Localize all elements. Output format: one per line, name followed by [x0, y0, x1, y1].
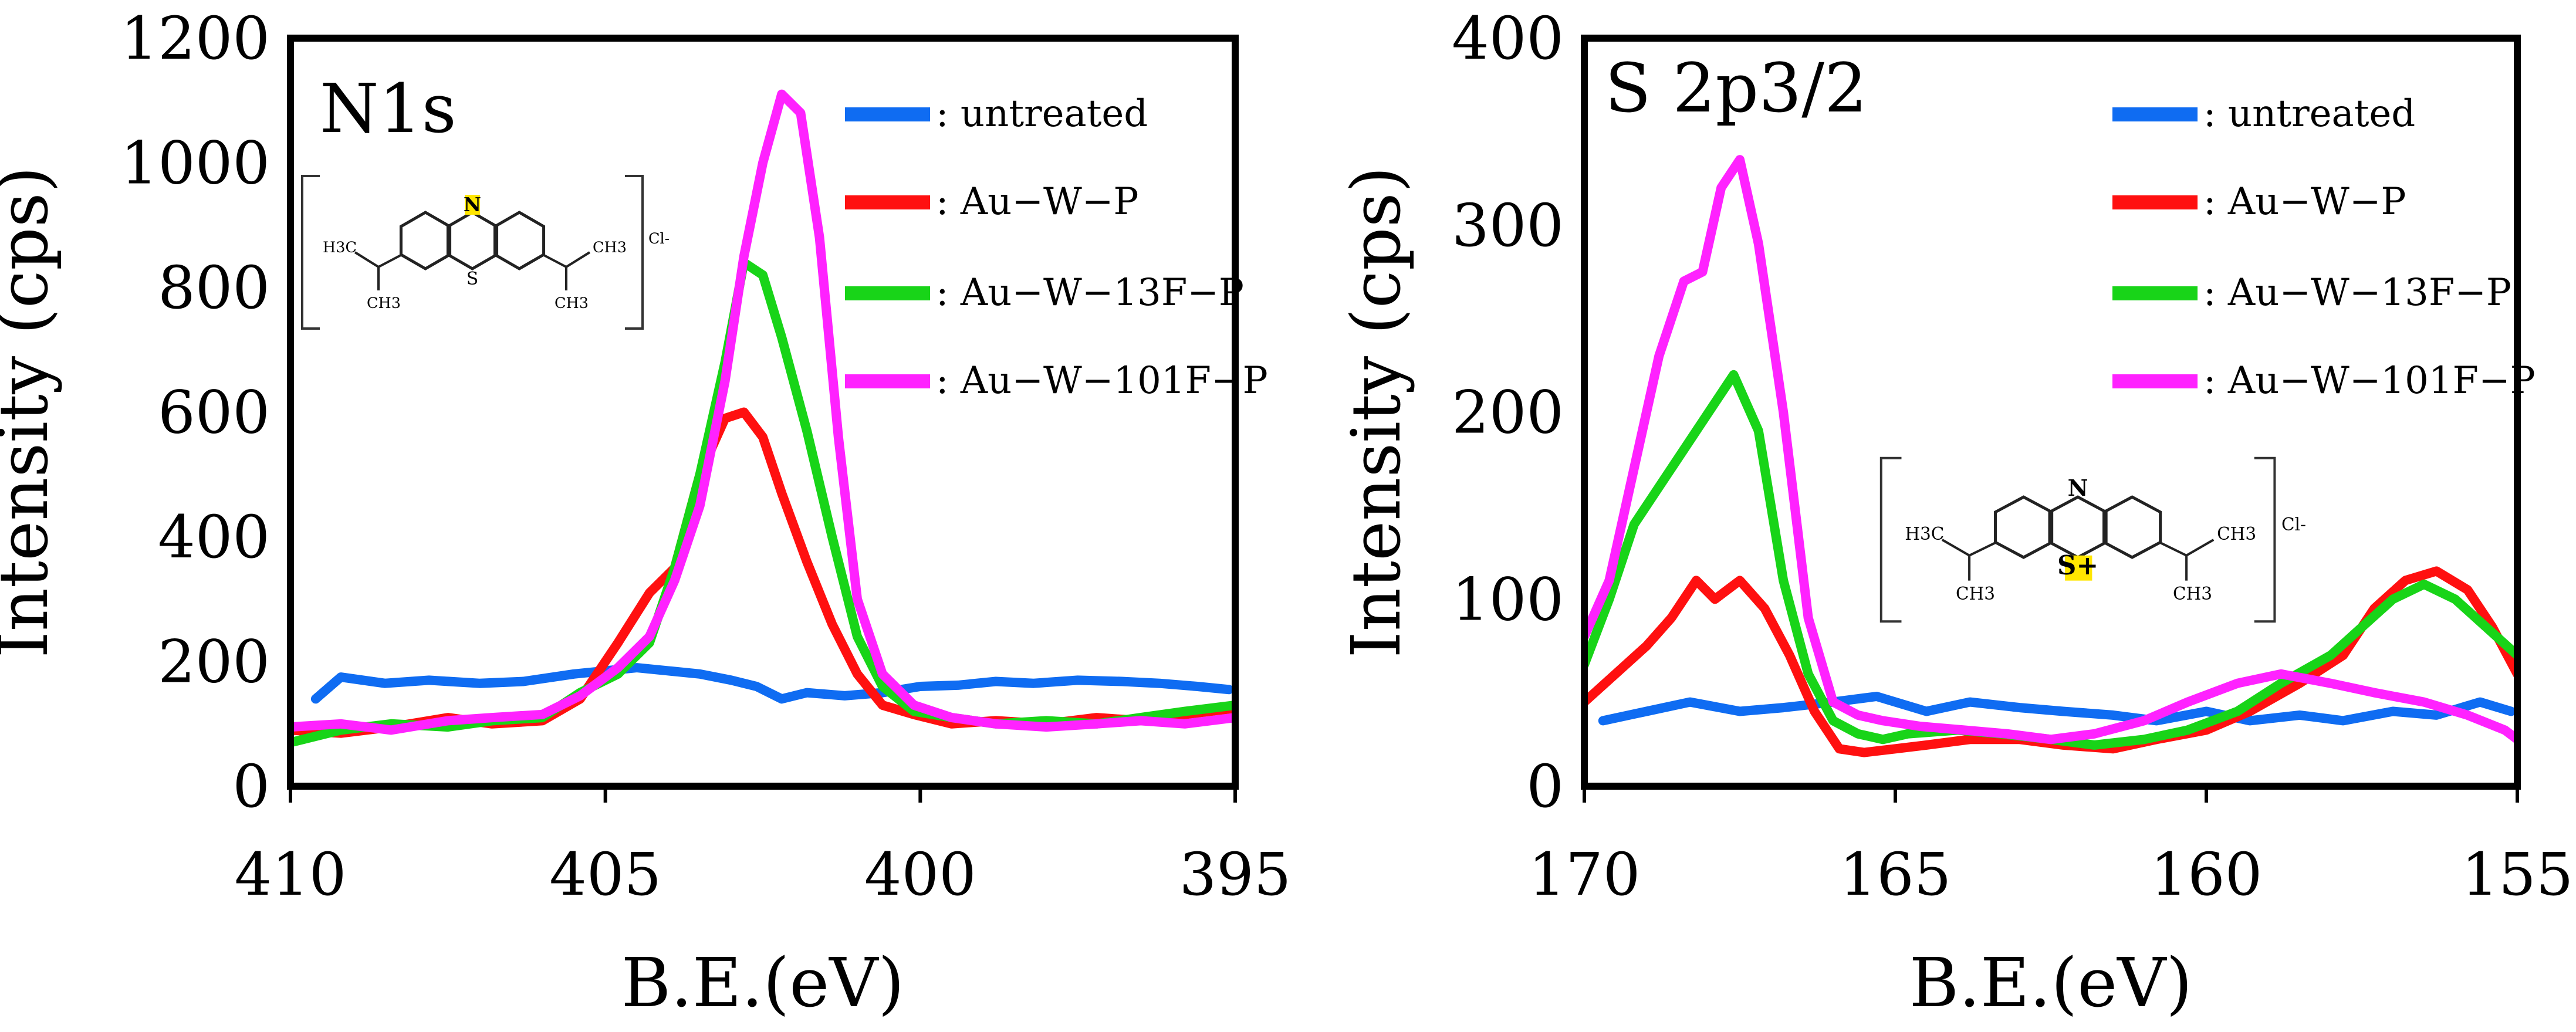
- y-tick-label: 300: [1452, 191, 1564, 260]
- molecule-atom-s: S+: [2057, 550, 2098, 581]
- molecule-counter-ion: Cl-: [2281, 515, 2306, 534]
- legend-label-3: : Au−W−13F−P: [936, 271, 1244, 314]
- x-axis-title: B.E.(eV): [1909, 944, 2192, 1023]
- series-line-4: [290, 89, 1235, 735]
- series-line-1: [1598, 692, 2516, 726]
- molecule-bond-right: [2160, 539, 2215, 581]
- molecule-benzene-ring-right: [493, 211, 546, 270]
- y-tick-label: 0: [232, 752, 270, 821]
- molecule-atom-ch3-left: CH3: [1956, 584, 1995, 604]
- molecule-atom-ch3-bottom: CH3: [2173, 584, 2212, 604]
- molecule-atom-ch3-bottom: CH3: [555, 295, 589, 312]
- x-tick-label: 410: [235, 840, 347, 909]
- legend-label-2: : Au−W−P: [2203, 180, 2406, 224]
- y-tick-label: 200: [1452, 378, 1564, 447]
- legend-label-3: : Au−W−13F−P: [2203, 271, 2511, 314]
- y-tick-label: 400: [1452, 4, 1564, 73]
- legend-label-2: : Au−W−P: [936, 180, 1138, 224]
- molecule-atom-s: S: [466, 269, 479, 289]
- molecule-atom-n: N: [2068, 475, 2088, 501]
- y-tick-label: 800: [158, 253, 270, 322]
- legend-label-1: : untreated: [2203, 92, 2415, 136]
- x-tick-label: 170: [1529, 840, 1641, 909]
- molecule-highlight-n: [465, 195, 480, 215]
- x-axis-title: B.E.(eV): [621, 944, 904, 1023]
- chart-panel-2: 170 165 160 155 0 100 200 300 400 B.E.(eV) Intensi…: [1337, 4, 2573, 1023]
- plot-frame: [287, 35, 1239, 790]
- legend-label-4: : Au−W−101F−P: [2203, 359, 2536, 402]
- molecule-bracket-left: [1879, 456, 1902, 623]
- molecule-bracket-left: [301, 175, 320, 330]
- molecule-bracket-right: [625, 175, 644, 330]
- chart-title: S 2p3/2: [1605, 49, 1867, 128]
- molecule-atom-ch3-right: CH3: [593, 239, 627, 256]
- molecule-benzene-ring-right: [2102, 495, 2162, 559]
- x-tick-label: 155: [2462, 840, 2574, 909]
- molecule-benzene-ring-left: [1994, 495, 2054, 559]
- legend-label-4: : Au−W−101F−P: [936, 359, 1268, 402]
- legend-label-1: : untreated: [936, 92, 1148, 136]
- y-tick-label: 600: [158, 378, 270, 447]
- y-tick-label: 400: [158, 503, 270, 571]
- molecule-atom-n: N: [464, 193, 481, 216]
- y-axis-title: Intensity (cps): [1337, 166, 1416, 658]
- series-line-2: [1584, 566, 2517, 757]
- x-tick-label: 395: [1179, 840, 1292, 909]
- y-axis-title: Intensity (cps): [0, 166, 63, 658]
- molecule-atom-ch3-left: CH3: [367, 295, 401, 312]
- molecule-atom-h3c: H3C: [1905, 524, 1944, 544]
- x-tick-label: 160: [2151, 840, 2263, 909]
- molecule-bracket-right: [2254, 456, 2276, 623]
- molecule-central-ring: [446, 211, 499, 270]
- y-tick-label: 0: [1526, 752, 1564, 821]
- chart-panel-1: 410 405 400 395 0 200 400 600 800 1000 1200 B.E.(eV…: [0, 4, 1291, 1023]
- x-tick-label: 400: [864, 840, 976, 909]
- x-tick-label: 405: [549, 840, 661, 909]
- molecule-atom-h3c: H3C: [323, 239, 357, 256]
- y-tick-label: 100: [1452, 565, 1564, 634]
- molecule-counter-ion: Cl-: [648, 230, 670, 248]
- molecule-highlight-s: [2065, 555, 2092, 581]
- molecule-inset: N S+ H3C CH3 CH3 CH3 Cl-: [1879, 456, 2306, 623]
- molecule-central-ring: [2048, 495, 2108, 559]
- chart-title: N1s: [320, 70, 457, 148]
- molecule-inset: N S H3C CH3 CH3 CH3 Cl-: [301, 175, 670, 330]
- x-tick-label: 165: [1840, 840, 1952, 909]
- molecule-bond-left: [354, 251, 401, 290]
- molecule-benzene-ring-left: [399, 211, 452, 270]
- series-line-1: [310, 663, 1234, 704]
- series-line-3: [290, 258, 1235, 747]
- y-tick-label: 1200: [121, 4, 271, 73]
- molecule-bond-left: [1941, 539, 1996, 581]
- molecule-atom-ch3-right: CH3: [2217, 524, 2256, 544]
- plot-frame: [1581, 35, 2521, 790]
- y-tick-label: 200: [158, 628, 270, 696]
- y-tick-label: 1000: [121, 129, 271, 198]
- molecule-bond-right: [543, 251, 591, 290]
- series-line-4: [1584, 155, 2517, 745]
